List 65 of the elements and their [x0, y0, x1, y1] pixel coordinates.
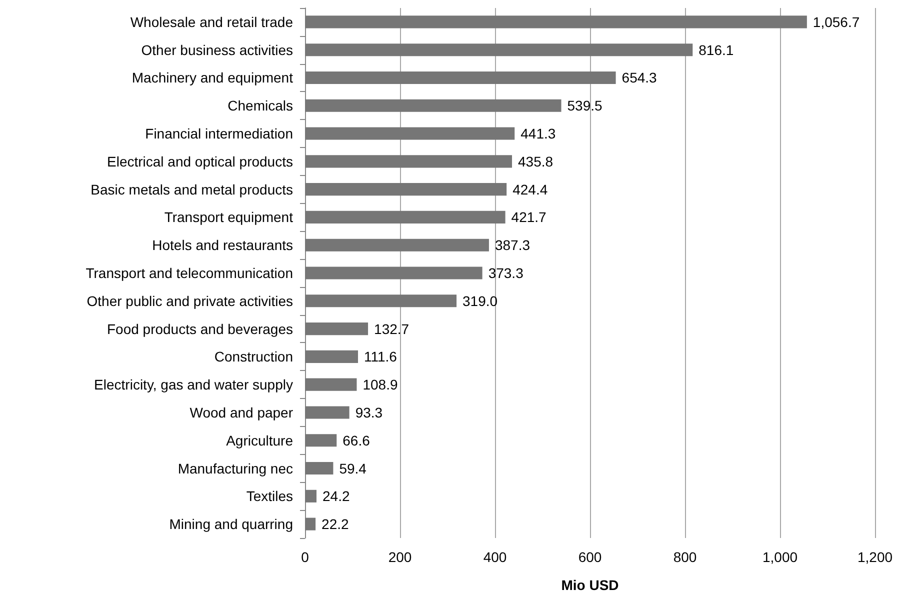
data-label: 93.3	[355, 404, 383, 420]
y-tick-label: Agriculture	[226, 432, 294, 448]
data-label: 1,056.7	[812, 14, 860, 30]
y-tick-label: Machinery and equipment	[132, 70, 294, 86]
data-label: 816.1	[698, 42, 734, 58]
y-tick-label: Mining and quarring	[169, 516, 293, 532]
y-tick-label: Transport equipment	[164, 209, 294, 226]
data-label: 24.2	[322, 488, 350, 504]
y-tick-label: Transport and telecommunication	[86, 265, 293, 281]
bar	[305, 294, 457, 308]
data-label: 387.3	[494, 237, 530, 254]
y-tick-label: Basic metals and metal products	[90, 181, 293, 198]
data-label: 654.3	[622, 70, 658, 86]
bar	[305, 434, 337, 447]
data-label: 421.7	[511, 209, 547, 226]
y-tick-label: Other business activities	[141, 42, 293, 58]
bar	[305, 238, 489, 252]
y-tick-label: Electricity, gas and water supply	[94, 376, 293, 393]
y-tick-label: Financial intermediation	[145, 126, 293, 142]
x-tick-label: 0	[301, 549, 310, 565]
bar	[305, 99, 562, 112]
bar	[305, 266, 482, 280]
data-label: 319.0	[462, 292, 498, 309]
y-tick-label: Food products and beverages	[106, 320, 293, 337]
data-label: 66.6	[342, 432, 370, 448]
bar	[305, 16, 807, 28]
bar	[305, 462, 334, 475]
data-label: 108.9	[362, 376, 398, 393]
y-tick-label: Construction	[214, 348, 293, 365]
data-label: 373.3	[488, 265, 524, 281]
y-tick-label: Hotels and restaurants	[152, 237, 293, 254]
bar	[305, 71, 616, 84]
bar	[305, 322, 368, 336]
bar	[305, 518, 316, 530]
bar	[305, 406, 350, 419]
y-tick-label: Electrical and optical products	[107, 153, 293, 170]
x-tick-label: 1,000	[762, 549, 798, 565]
y-tick-label: Textiles	[246, 488, 293, 504]
bar	[305, 210, 506, 224]
x-tick-label: 1,200	[857, 549, 893, 565]
bar	[305, 44, 693, 56]
bar	[305, 378, 357, 391]
y-tick-label: Wood and paper	[190, 404, 294, 420]
bar	[305, 183, 507, 196]
data-label: 111.6	[364, 348, 398, 365]
bar	[305, 350, 358, 363]
y-tick-label: Manufacturing nec	[178, 460, 293, 476]
data-label: 22.2	[322, 516, 350, 532]
data-label: 441.3	[520, 126, 556, 142]
x-axis-title: Mio USD	[561, 577, 619, 593]
data-label: 59.4	[339, 460, 367, 476]
data-label: 132.7	[374, 320, 410, 337]
x-tick-label: 200	[388, 549, 412, 565]
y-tick-label: Other public and private activities	[86, 292, 293, 309]
data-label: 435.8	[518, 153, 554, 170]
bar	[305, 155, 512, 168]
bar	[305, 490, 316, 502]
x-tick-label: 400	[483, 549, 507, 565]
data-label: 539.5	[567, 98, 603, 114]
bar	[305, 127, 515, 140]
y-tick-label: Chemicals	[228, 98, 293, 114]
x-tick-label: 800	[673, 549, 697, 565]
x-tick-label: 600	[578, 549, 602, 565]
y-tick-label: Wholesale and retail trade	[130, 14, 294, 30]
data-label: 424.4	[512, 181, 548, 198]
